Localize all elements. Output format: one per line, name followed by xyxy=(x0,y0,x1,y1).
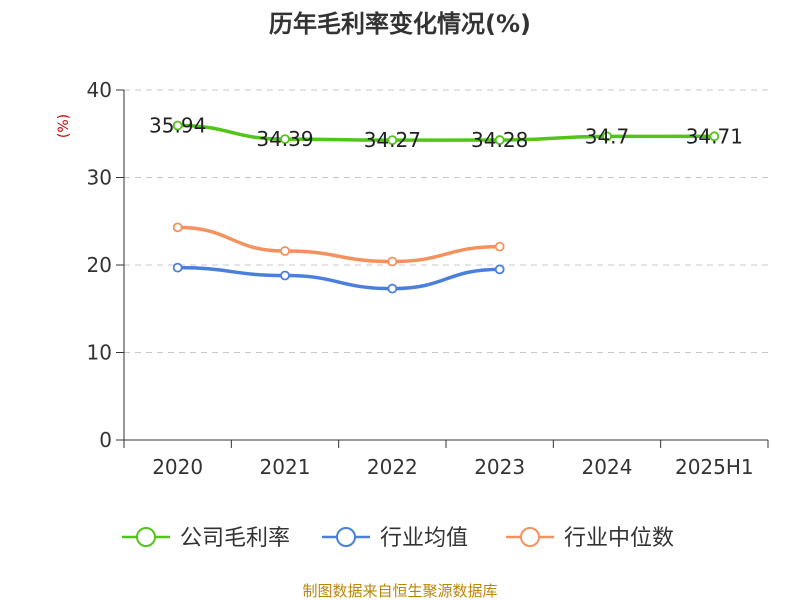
y-tick-label: 30 xyxy=(87,166,112,190)
data-label: 34.27 xyxy=(364,128,421,152)
y-axis-label: (%) xyxy=(56,114,72,138)
x-tick-label: 2021 xyxy=(260,455,311,479)
x-tick-label: 2020 xyxy=(152,455,203,479)
grid-lines xyxy=(124,89,768,353)
x-tick-label: 2023 xyxy=(474,455,525,479)
x-tick-label: 2022 xyxy=(367,455,418,479)
y-tick-label: 40 xyxy=(87,78,112,102)
x-tick-label: 2025H1 xyxy=(675,455,754,479)
legend-label-1: 行业均值 xyxy=(380,526,468,551)
data-label: 34.39 xyxy=(256,127,313,151)
series-point-2 xyxy=(494,241,505,252)
series-point-0 xyxy=(709,131,720,142)
y-tick-label: 20 xyxy=(87,253,112,277)
series-line-1 xyxy=(177,265,500,291)
x-tick-label: 2024 xyxy=(582,455,633,479)
legend-marker-1 xyxy=(336,527,356,547)
axes: 0 10 20 30 40 2020 2021 2022 2023 2024 2025H1 xyxy=(87,78,769,479)
series-point-0 xyxy=(387,135,398,146)
series-point-2 xyxy=(280,246,290,256)
y-tick-label: 10 xyxy=(87,341,112,365)
data-labels: 35.94 34.39 34.27 34.28 34.7 34.71 xyxy=(149,114,743,153)
series-point-2 xyxy=(172,222,183,233)
series-line-2 xyxy=(177,225,500,264)
chart-title: 历年毛利率变化情况(%) xyxy=(269,10,531,38)
data-label: 34.71 xyxy=(686,124,743,148)
series-point-1 xyxy=(387,283,398,294)
legend-marker-2 xyxy=(520,527,540,547)
legend-label-0: 公司毛利率 xyxy=(180,526,290,551)
data-label: 35.94 xyxy=(149,114,206,138)
y-tick-label: 0 xyxy=(99,428,112,452)
legend-label-2: 行业中位数 xyxy=(564,526,674,551)
legend: 公司毛利率 行业均值 行业中位数 xyxy=(122,526,674,551)
source-note: 制图数据来自恒生聚源数据库 xyxy=(302,582,497,600)
series-point-0 xyxy=(602,131,612,142)
series-line-0 xyxy=(177,123,715,142)
series-point-0 xyxy=(280,134,290,144)
data-label: 34.28 xyxy=(471,128,528,152)
series-point-1 xyxy=(494,264,505,275)
series-point-1 xyxy=(280,270,290,281)
series-layer xyxy=(172,120,720,294)
legend-marker-0 xyxy=(136,527,156,547)
data-label: 34.7 xyxy=(585,124,630,148)
series-point-2 xyxy=(387,256,398,267)
series-point-0 xyxy=(172,120,183,131)
series-point-1 xyxy=(172,262,183,273)
series-point-0 xyxy=(494,135,505,145)
